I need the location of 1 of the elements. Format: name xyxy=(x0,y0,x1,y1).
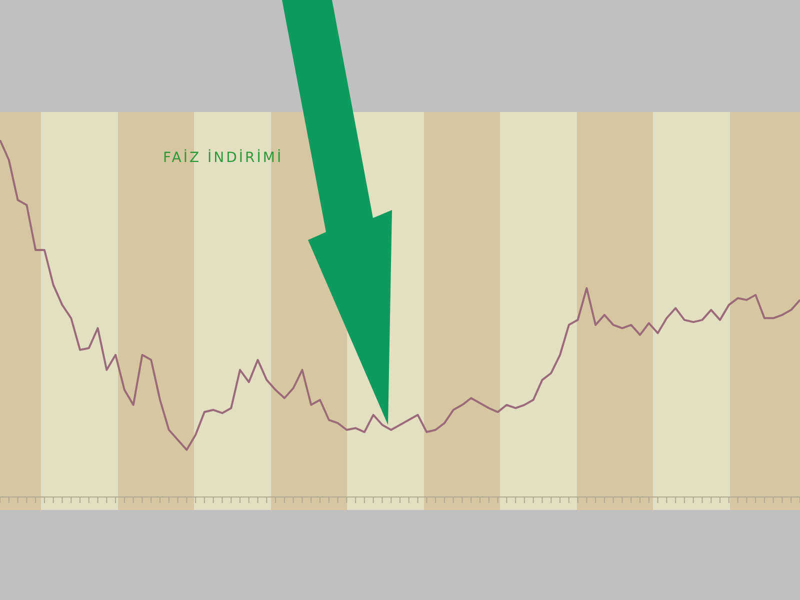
annotation: FAİZ İNDİRİMİ xyxy=(163,150,284,166)
